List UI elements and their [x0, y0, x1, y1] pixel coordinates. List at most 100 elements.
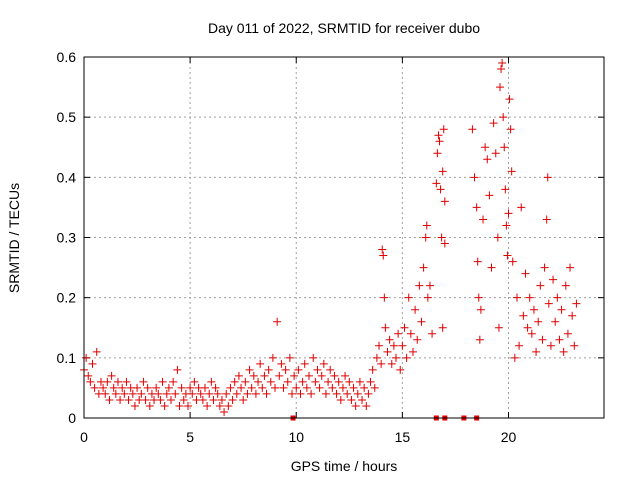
tick-labels: 0 0.1 0.2 0.3 0.4 0.5 0.6 0 5 10 15 20: [57, 49, 517, 445]
data-point: [436, 185, 445, 194]
data-point: [372, 353, 381, 362]
data-point: [417, 317, 426, 326]
data-point: [124, 395, 133, 404]
data-point: [468, 125, 477, 134]
data-point: [546, 341, 555, 350]
data-point: [400, 323, 409, 332]
data-point: [92, 347, 101, 356]
y-axis-title: SRMTID / TECUs: [6, 183, 22, 293]
data-point: [167, 395, 176, 404]
data-point: [425, 281, 434, 290]
data-point: [300, 359, 309, 368]
data-point: [536, 281, 545, 290]
data-point: [496, 83, 504, 92]
data-point: [422, 221, 431, 230]
data-point: [105, 395, 114, 404]
data-point: [222, 389, 231, 398]
data-point: [160, 401, 169, 410]
data-point: [336, 395, 345, 404]
data-point: [406, 329, 415, 338]
data-point: [137, 389, 146, 398]
data-point: [245, 365, 254, 374]
data-point: [423, 293, 432, 302]
data-point: [440, 197, 449, 206]
data-point: [439, 125, 448, 134]
data-point: [362, 401, 371, 410]
data-point: [128, 389, 137, 398]
y-tick-label: 0.2: [57, 290, 77, 306]
data-point: [169, 377, 178, 386]
data-point: [572, 299, 581, 308]
data-point: [385, 335, 394, 344]
data-point: [497, 65, 506, 74]
data-point: [435, 137, 444, 146]
data-point: [419, 263, 428, 272]
data-point: [437, 233, 446, 242]
data-point: [544, 299, 553, 308]
data-point: [334, 377, 343, 386]
data-point: [473, 257, 482, 266]
data-point: [561, 281, 570, 290]
data-point: [90, 383, 99, 392]
data-point: [315, 383, 324, 392]
data-point: [249, 371, 258, 380]
data-point: [120, 389, 129, 398]
data-point: [438, 323, 447, 332]
data-point: [101, 389, 110, 398]
data-point: [86, 377, 95, 386]
data-point: [529, 305, 538, 314]
data-point: [379, 251, 388, 260]
data-point: [302, 383, 311, 392]
data-point: [328, 383, 337, 392]
data-point: [396, 365, 405, 374]
data-point: [499, 113, 508, 122]
y-tick-label: 0.4: [57, 169, 77, 185]
data-point: [402, 353, 411, 362]
data-point: [432, 179, 441, 188]
data-point: [485, 191, 494, 200]
x-tick-label: 10: [288, 429, 304, 445]
data-point: [341, 371, 350, 380]
data-point: [370, 383, 379, 392]
data-point: [262, 389, 271, 398]
data-point: [503, 251, 512, 260]
data-point: [228, 395, 237, 404]
data-point: [404, 293, 413, 302]
data-point: [532, 347, 541, 356]
data-point: [283, 377, 292, 386]
data-point: [498, 59, 507, 68]
data-point: [411, 305, 420, 314]
data-point: [292, 383, 301, 392]
data-point: [347, 395, 356, 404]
data-point: [474, 293, 483, 302]
data-point: [288, 389, 296, 398]
data-point: [508, 257, 517, 266]
data-point: [351, 401, 360, 410]
data-point: [394, 329, 403, 338]
x-tick-label: 20: [501, 429, 517, 445]
data-point: [345, 377, 354, 386]
data-point: [143, 383, 152, 392]
data-point: [162, 389, 171, 398]
data-point: [237, 383, 246, 392]
data-point: [156, 395, 165, 404]
data-point: [421, 233, 430, 242]
data-point: [133, 383, 142, 392]
data-point: [173, 365, 182, 374]
data-point: [130, 401, 139, 410]
data-point: [501, 185, 510, 194]
data-point: [525, 293, 534, 302]
grid-lines: [84, 57, 604, 418]
data-point: [476, 305, 485, 314]
y-tick-label: 0.3: [57, 230, 77, 246]
data-point: [559, 347, 568, 356]
data-point: [198, 395, 207, 404]
data-point: [217, 395, 226, 404]
data-point: [505, 95, 514, 104]
data-point: [209, 395, 218, 404]
data-point: [517, 203, 526, 212]
data-point: [304, 371, 313, 380]
data-point: [527, 329, 536, 338]
data-point: [506, 125, 515, 134]
y-tick-label: 0: [68, 410, 76, 426]
